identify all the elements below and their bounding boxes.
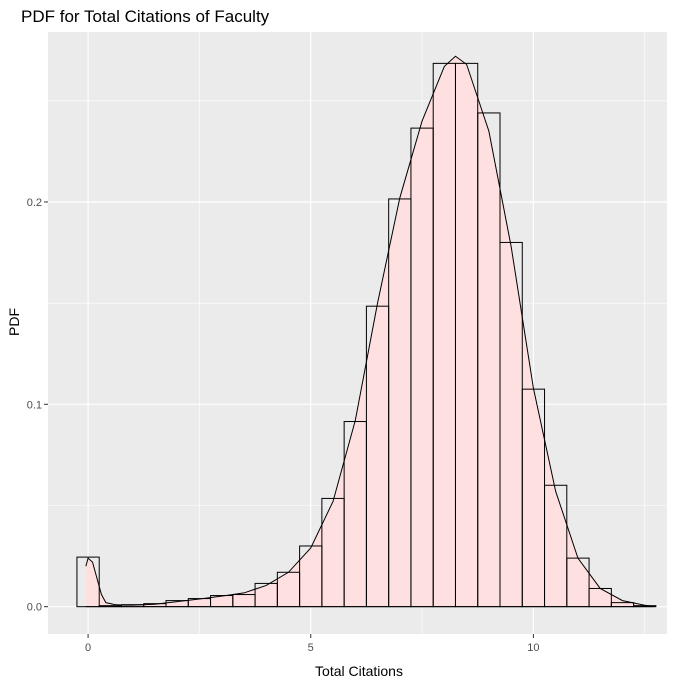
x-tick-label: 0 bbox=[85, 642, 91, 654]
density-area bbox=[85, 56, 654, 607]
x-axis-ticks: 0 5 10 bbox=[85, 634, 540, 654]
x-axis-label: Total Citations bbox=[315, 663, 403, 679]
y-axis-label: PDF bbox=[6, 308, 22, 336]
x-tick-label: 10 bbox=[527, 642, 539, 654]
y-tick-label: 0.0 bbox=[27, 602, 42, 614]
x-tick-label: 5 bbox=[308, 642, 314, 654]
y-tick-label: 0.2 bbox=[27, 197, 42, 209]
density-curve bbox=[85, 55, 654, 608]
chart-title: PDF for Total Citations of Faculty bbox=[21, 7, 270, 26]
y-tick-label: 0.1 bbox=[27, 399, 42, 411]
y-axis-ticks: 0.0 0.1 0.2 bbox=[27, 197, 48, 614]
density-area-fill bbox=[85, 56, 654, 607]
density-line-path bbox=[85, 55, 654, 607]
